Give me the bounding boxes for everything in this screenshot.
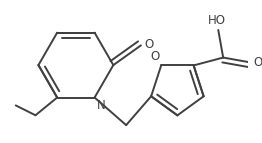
- Text: N: N: [97, 100, 105, 113]
- Text: HO: HO: [208, 14, 226, 27]
- Text: O: O: [150, 50, 159, 63]
- Text: O: O: [254, 56, 262, 69]
- Text: O: O: [144, 38, 153, 51]
